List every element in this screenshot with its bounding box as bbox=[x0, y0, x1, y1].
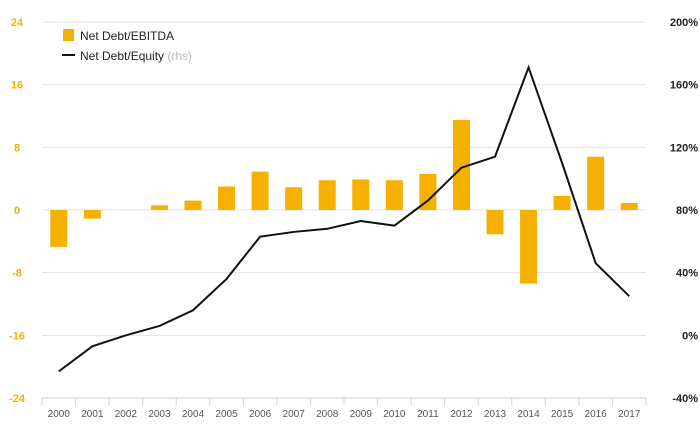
y-left-tick-label: 16 bbox=[11, 80, 23, 92]
y-left-tick-label: 8 bbox=[14, 142, 20, 154]
x-tick-label: 2003 bbox=[148, 409, 171, 420]
y-left-tick-label: -8 bbox=[12, 268, 22, 280]
y-left-tick-label: -16 bbox=[9, 330, 25, 342]
bar-2016 bbox=[587, 157, 604, 210]
y-left-tick-label: 0 bbox=[14, 205, 20, 217]
x-tick-label: 2004 bbox=[182, 409, 205, 420]
y-right-tick-label: 0% bbox=[682, 330, 698, 342]
x-tick-label: 2002 bbox=[115, 409, 138, 420]
bar-2001 bbox=[84, 210, 101, 219]
legend-label-line: Net Debt/Equity (rhs) bbox=[80, 49, 192, 63]
x-tick-label: 2012 bbox=[450, 409, 473, 420]
y-right-tick-label: -40% bbox=[672, 393, 698, 405]
net-debt-equity-line bbox=[59, 67, 629, 371]
x-tick-label: 2007 bbox=[283, 409, 306, 420]
x-tick-label: 2006 bbox=[249, 409, 272, 420]
bar-2010 bbox=[386, 180, 403, 210]
y-right-tick-label: 160% bbox=[670, 80, 698, 92]
bar-2009 bbox=[352, 179, 369, 210]
x-tick-label: 2009 bbox=[350, 409, 373, 420]
line-series bbox=[59, 67, 629, 371]
bar-2004 bbox=[185, 201, 202, 210]
y-right-tick-label: 40% bbox=[676, 268, 698, 280]
legend-swatch-bar bbox=[63, 29, 74, 41]
x-tick-label: 2017 bbox=[618, 409, 641, 420]
bar-2007 bbox=[285, 187, 302, 210]
legend: Net Debt/EBITDA Net Debt/Equity (rhs) bbox=[62, 29, 192, 63]
bar-2013 bbox=[487, 210, 504, 234]
x-tick-label: 2014 bbox=[517, 409, 540, 420]
bar-2003 bbox=[151, 205, 168, 210]
x-tick-label: 2000 bbox=[48, 409, 71, 420]
x-tick-label: 2001 bbox=[81, 409, 104, 420]
bar-2005 bbox=[218, 187, 235, 211]
y-left-tick-label: 24 bbox=[11, 17, 24, 29]
x-tick-label: 2011 bbox=[417, 409, 439, 420]
bar-2014 bbox=[520, 210, 537, 284]
y-right-tick-label: 200% bbox=[670, 17, 698, 29]
y-left-tick-label: -24 bbox=[9, 393, 26, 405]
y-right-tick-label: 80% bbox=[676, 205, 698, 217]
axes: 24 16 8 0 -8 -16 -24 200% 160% 120% 80% 40% 0% -40% 20… bbox=[9, 17, 698, 420]
bar-2008 bbox=[319, 180, 336, 210]
x-tick-label: 2016 bbox=[585, 409, 608, 420]
bar-2006 bbox=[252, 172, 269, 210]
bar-2015 bbox=[554, 196, 571, 210]
y-right-tick-label: 120% bbox=[670, 142, 698, 154]
x-tick-label: 2013 bbox=[484, 409, 507, 420]
gridlines bbox=[42, 22, 646, 335]
x-tick-label: 2008 bbox=[316, 409, 339, 420]
x-tick-label: 2010 bbox=[383, 409, 406, 420]
bar-2017 bbox=[621, 203, 638, 210]
x-tick-label: 2005 bbox=[215, 409, 238, 420]
legend-label-bar: Net Debt/EBITDA bbox=[80, 29, 174, 43]
bar-series bbox=[50, 120, 637, 284]
x-tick-label: 2015 bbox=[551, 409, 574, 420]
bar-2000 bbox=[50, 210, 67, 247]
